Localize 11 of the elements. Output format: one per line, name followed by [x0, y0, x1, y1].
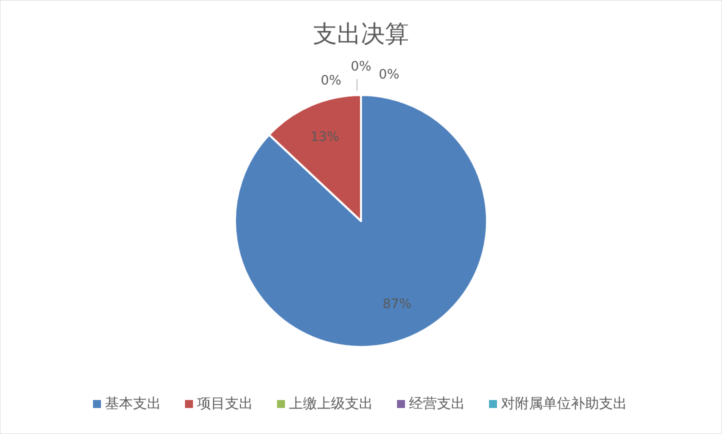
legend-label: 对附属单位补助支出 — [501, 396, 627, 412]
chart-title: 支出决算 — [313, 20, 409, 48]
legend-label: 项目支出 — [197, 396, 253, 412]
text: 0% — [320, 74, 342, 88]
legend-label: 上缴上级支出 — [289, 396, 373, 412]
text: 0% — [378, 68, 400, 82]
data-label: 13% — [310, 130, 340, 146]
data-label: 87% — [382, 296, 412, 312]
legend-label: 经营支出 — [409, 396, 465, 412]
legend-label: 基本支出 — [105, 396, 161, 412]
text: 0% — [350, 60, 372, 74]
